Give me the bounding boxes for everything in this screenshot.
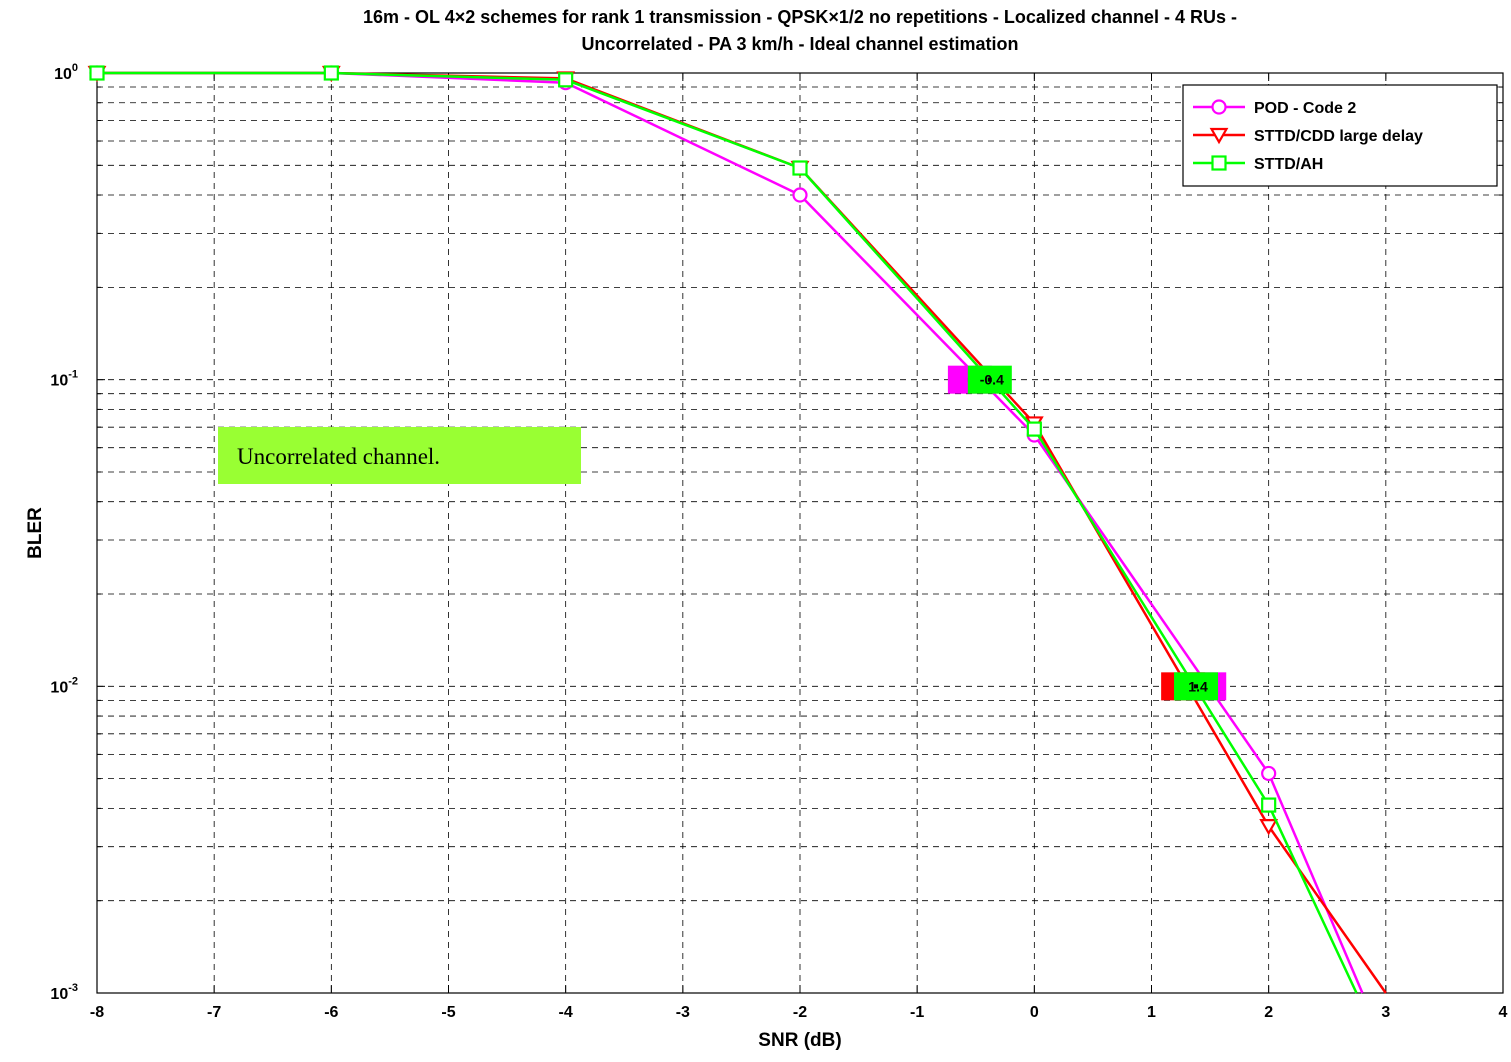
series-0 — [89, 65, 1364, 994]
x-tick-label: 2 — [1264, 1004, 1273, 1021]
legend-label: POD - Code 2 — [1254, 100, 1356, 117]
legend-entry: POD - Code 2 — [1193, 99, 1356, 117]
chart-title: 16m - OL 4×2 schemes for rank 1 transmis… — [363, 7, 1237, 54]
x-tick-label: 1 — [1147, 1004, 1156, 1021]
series-lines — [87, 65, 1387, 994]
legend-entry: STTD/CDD large delay — [1193, 127, 1423, 145]
x-tick-label: 4 — [1499, 1004, 1508, 1021]
x-tick-label: -1 — [910, 1004, 924, 1021]
series-point — [89, 65, 105, 81]
series-line — [97, 71, 1364, 994]
annotation-tip: -0.4 — [967, 365, 1012, 394]
legend-label: STTD/AH — [1254, 156, 1323, 173]
y-tick-label: 10-3 — [50, 982, 78, 1003]
axes: -8 -7 -6 -5 -4 -3 -2 -1 0 1 2 3 4 100 10-1 10-2 10-3 SNR … — [25, 62, 1508, 1051]
note-box: Uncorrelated channel. — [218, 427, 581, 484]
chart-title-line: Uncorrelated - PA 3 km/h - Ideal channel… — [581, 34, 1018, 54]
annotations: -0.451.4 — [947, 365, 1227, 701]
legend-entry: STTD/AH — [1193, 155, 1323, 173]
note-background — [218, 427, 581, 484]
series-point — [792, 187, 808, 203]
annotation-anchor — [987, 377, 992, 382]
x-tick-label: 3 — [1381, 1004, 1390, 1021]
y-axis-label: BLER — [25, 507, 46, 559]
x-tick-label: -4 — [559, 1004, 573, 1021]
legend-label: STTD/CDD large delay — [1254, 128, 1423, 145]
x-tick-label: 0 — [1030, 1004, 1039, 1021]
series-point — [323, 65, 339, 81]
legend-marker — [1209, 127, 1229, 145]
annotation-text: 1.4 — [1188, 678, 1208, 694]
y-tick-label: 10-2 — [50, 675, 78, 696]
x-tick-label: -3 — [676, 1004, 690, 1021]
x-tick-label: -8 — [90, 1004, 104, 1021]
series-2 — [89, 65, 1358, 994]
chart-title-line: 16m - OL 4×2 schemes for rank 1 transmis… — [363, 7, 1237, 27]
legend-marker — [1211, 155, 1227, 171]
legend-marker — [1211, 99, 1227, 115]
x-tick-label: -2 — [793, 1004, 807, 1021]
series-point — [1261, 765, 1277, 782]
series-line — [97, 71, 1387, 994]
legend: POD - Code 2 STTD/CDD large delay STTD/AH — [1182, 84, 1498, 187]
annotation-text: -0.4 — [980, 372, 1004, 388]
series-point — [1026, 421, 1042, 437]
x-tick-label: -5 — [441, 1004, 455, 1021]
series-point — [792, 160, 808, 176]
series-1 — [87, 65, 1387, 994]
x-axis-label: SNR (dB) — [758, 1030, 841, 1051]
x-tick-label: -7 — [207, 1004, 221, 1021]
note-text: Uncorrelated channel. — [237, 444, 440, 469]
y-tick-label: 10-1 — [50, 369, 78, 390]
annotation-tip: 1.4 — [1174, 672, 1219, 701]
series-line — [97, 71, 1358, 994]
y-tick-label: 100 — [54, 62, 78, 83]
series-point — [1261, 797, 1277, 813]
x-tick-label: -6 — [324, 1004, 338, 1021]
annotation-anchor — [1194, 684, 1199, 689]
series-point — [1259, 819, 1279, 836]
series-point — [558, 72, 574, 88]
